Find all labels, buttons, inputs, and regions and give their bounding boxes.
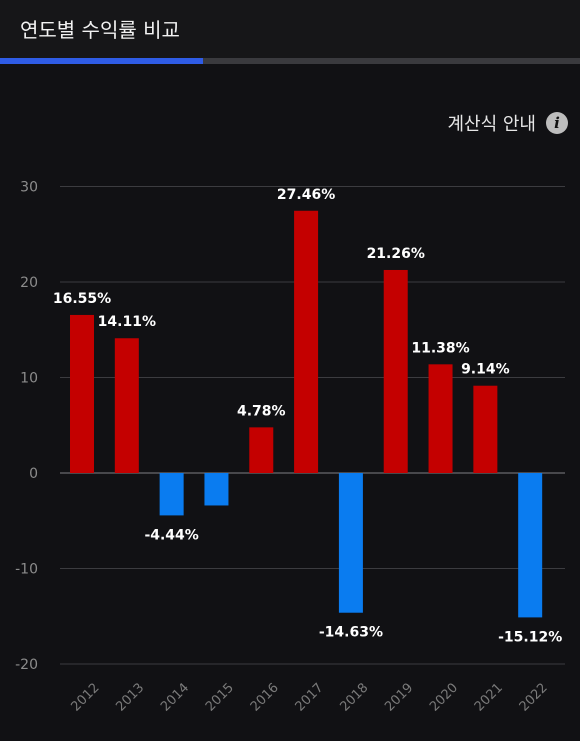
y-tick-label: 30 — [20, 180, 38, 196]
data-label: 21.26% — [367, 246, 425, 262]
x-tick-label: 2019 — [382, 681, 416, 715]
bar — [518, 473, 543, 618]
x-tick-label: 2015 — [203, 681, 237, 715]
y-tick-label: 0 — [29, 466, 38, 482]
calculation-info-label: 계산식 안내 — [447, 114, 536, 135]
bar — [428, 364, 453, 473]
x-tick-label: 2012 — [69, 681, 103, 715]
data-label: 14.11% — [98, 314, 156, 330]
data-label: -15.12% — [498, 629, 562, 645]
bar — [383, 269, 408, 473]
x-tick-label: 2021 — [472, 681, 506, 715]
y-tick-label: 10 — [20, 371, 38, 387]
data-label: 9.14% — [461, 362, 510, 378]
data-label: -14.63% — [319, 625, 383, 641]
x-tick-label: 2018 — [337, 681, 371, 715]
bar — [204, 473, 229, 506]
data-label: -4.44% — [144, 527, 198, 543]
y-tick-label: -10 — [15, 562, 38, 578]
x-tick-label: 2020 — [427, 681, 461, 715]
bar — [70, 314, 94, 473]
header-bar: 연도별 수익률 비교 — [0, 0, 580, 58]
bar — [159, 473, 184, 516]
bar — [473, 385, 498, 473]
x-tick-label: 2014 — [158, 681, 192, 715]
bar — [114, 338, 139, 473]
y-tick-label: 20 — [20, 275, 38, 291]
data-label: 11.38% — [411, 340, 469, 356]
tab-progress-fill — [0, 58, 203, 64]
bar — [294, 210, 319, 473]
y-tick-label: -20 — [15, 657, 38, 673]
data-label: 27.46% — [277, 187, 335, 203]
x-tick-label: 2022 — [517, 681, 551, 715]
info-icon: i — [546, 112, 568, 134]
x-tick-label: 2017 — [293, 681, 327, 715]
calculation-info-button[interactable]: 계산식 안내 i — [447, 110, 568, 136]
data-label: 16.55% — [53, 291, 111, 307]
data-label: 4.78% — [237, 403, 286, 419]
tab-progress-bar — [0, 58, 580, 64]
page-title: 연도별 수익률 비교 — [20, 18, 180, 42]
x-tick-label: 2016 — [248, 681, 282, 715]
bar — [338, 473, 363, 613]
x-tick-label: 2013 — [113, 681, 147, 715]
bar — [249, 427, 274, 473]
